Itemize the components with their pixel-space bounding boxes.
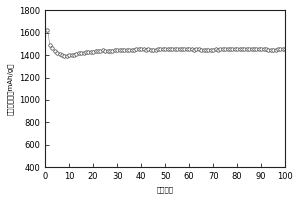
Y-axis label: 放电比容量（mAh/g）: 放电比容量（mAh/g） bbox=[7, 62, 14, 115]
X-axis label: 循环次数: 循环次数 bbox=[157, 186, 174, 193]
